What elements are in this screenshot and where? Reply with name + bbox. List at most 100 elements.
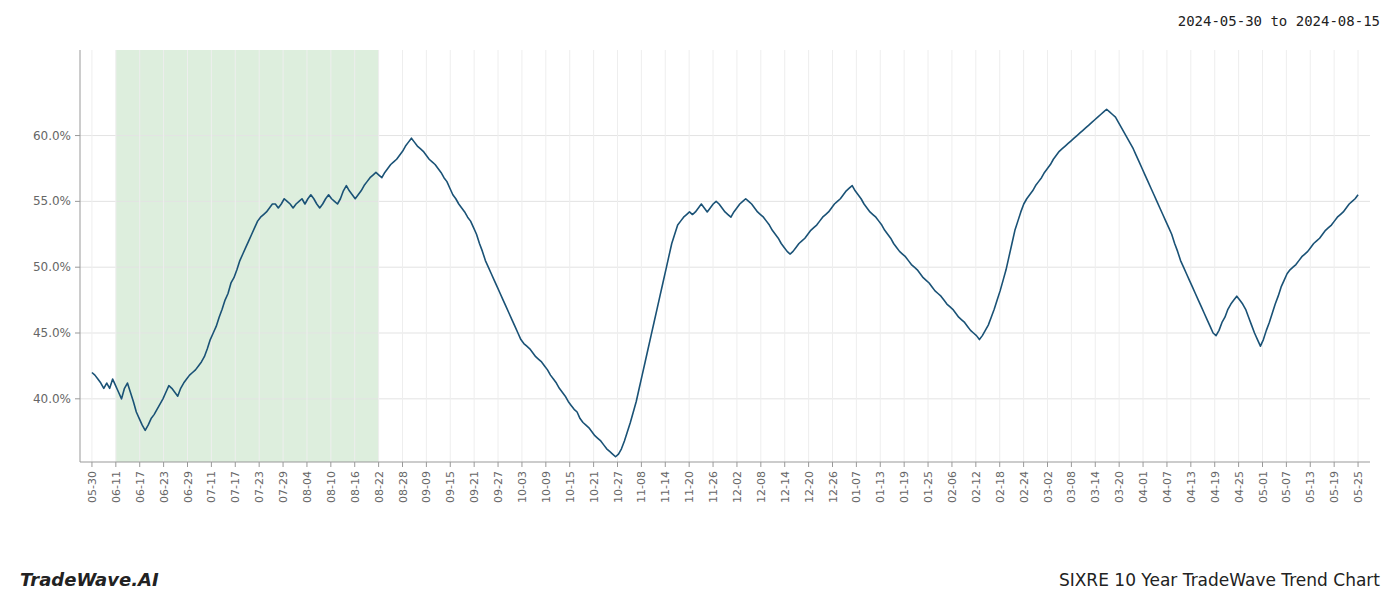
y-tick-label: 45.0% (33, 326, 71, 340)
x-tick (951, 462, 952, 467)
x-tick (593, 462, 594, 467)
trend-line (92, 109, 1358, 457)
y-tick-label: 50.0% (33, 260, 71, 274)
axes: 40.0%45.0%50.0%55.0%60.0%05-3006-1106-17… (33, 50, 1370, 503)
x-tick-label: 05-07 (1280, 471, 1293, 503)
grid-line-x (163, 50, 164, 462)
series (92, 109, 1358, 457)
x-tick-label: 02-24 (1018, 471, 1031, 503)
y-tick-label: 60.0% (33, 129, 71, 143)
grid-line-x (760, 50, 761, 462)
x-tick-label: 07-29 (277, 471, 290, 503)
x-tick (450, 462, 451, 467)
grid-line-x (139, 50, 140, 462)
x-tick (283, 462, 284, 467)
x-tick-label: 05-19 (1328, 471, 1341, 503)
x-tick (904, 462, 905, 467)
grid-line-x (402, 50, 403, 462)
x-tick-label: 11-20 (683, 471, 696, 503)
x-tick-label: 01-13 (874, 471, 887, 503)
grid-line-x (856, 50, 857, 462)
grid-line-x (641, 50, 642, 462)
grid-line-x (1119, 50, 1120, 462)
x-axis-line (80, 462, 1370, 463)
x-tick-label: 05-25 (1352, 471, 1365, 503)
grid-line-x (1262, 50, 1263, 462)
x-tick (1310, 462, 1311, 467)
x-tick (713, 462, 714, 467)
x-tick-label: 09-09 (420, 471, 433, 503)
x-tick (354, 462, 355, 467)
x-tick (928, 462, 929, 467)
x-tick (1071, 462, 1072, 467)
grid-line-x (1047, 50, 1048, 462)
x-tick (808, 462, 809, 467)
x-tick (1262, 462, 1263, 467)
y-tick-label: 40.0% (33, 392, 71, 406)
grid-line-x (1071, 50, 1072, 462)
x-tick-label: 06-17 (134, 471, 147, 503)
x-tick-label: 12-08 (755, 471, 768, 503)
grid-line-x (474, 50, 475, 462)
x-tick (1095, 462, 1096, 467)
grid-line-x (235, 50, 236, 462)
x-tick-label: 10-09 (540, 471, 553, 503)
x-tick (474, 462, 475, 467)
x-tick-label: 01-19 (898, 471, 911, 503)
x-tick (856, 462, 857, 467)
grid-line-x (545, 50, 546, 462)
x-tick-label: 07-11 (205, 471, 218, 503)
x-tick (689, 462, 690, 467)
x-tick-label: 08-22 (373, 471, 386, 503)
grid-line-x (450, 50, 451, 462)
grid-line-x (1238, 50, 1239, 462)
x-tick (975, 462, 976, 467)
grid-line-x (1166, 50, 1167, 462)
grid-line-x (736, 50, 737, 462)
footer-brand: TradeWave.AI (20, 569, 159, 590)
x-tick (569, 462, 570, 467)
grid-line-x (1358, 50, 1359, 462)
x-tick (832, 462, 833, 467)
x-tick (1238, 462, 1239, 467)
grid-line-x (593, 50, 594, 462)
x-tick (235, 462, 236, 467)
x-tick-label: 01-25 (922, 471, 935, 503)
x-tick (1190, 462, 1191, 467)
grid-line-x (1023, 50, 1024, 462)
grid-line-x (975, 50, 976, 462)
grid-line-x (1214, 50, 1215, 462)
y-tick (75, 333, 80, 334)
grid-line-x (498, 50, 499, 462)
x-tick (760, 462, 761, 467)
x-tick (736, 462, 737, 467)
grid-line-x (330, 50, 331, 462)
y-tick (75, 267, 80, 268)
x-tick-label: 04-07 (1161, 471, 1174, 503)
x-tick (115, 462, 116, 467)
grid-line-x (665, 50, 666, 462)
x-tick (1023, 462, 1024, 467)
x-tick-label: 12-26 (827, 471, 840, 503)
grid-line-y (80, 333, 1370, 334)
x-tick-label: 10-15 (564, 471, 577, 503)
x-tick-label: 02-18 (994, 471, 1007, 503)
grid-line-x (211, 50, 212, 462)
x-tick-label: 09-15 (444, 471, 457, 503)
x-tick-label: 03-02 (1042, 471, 1055, 503)
x-tick-label: 10-21 (588, 471, 601, 503)
x-tick-label: 11-08 (635, 471, 648, 503)
x-tick-label: 03-20 (1113, 471, 1126, 503)
grid-line-x (187, 50, 188, 462)
x-tick-label: 11-14 (659, 471, 672, 503)
x-tick (330, 462, 331, 467)
grid-line-x (999, 50, 1000, 462)
grid-line-x (569, 50, 570, 462)
grid-line-x (259, 50, 260, 462)
x-tick (784, 462, 785, 467)
grid-line-x (354, 50, 355, 462)
grid-line-x (378, 50, 379, 462)
x-tick-label: 08-04 (301, 471, 314, 503)
grid-line-x (1143, 50, 1144, 462)
x-tick (402, 462, 403, 467)
